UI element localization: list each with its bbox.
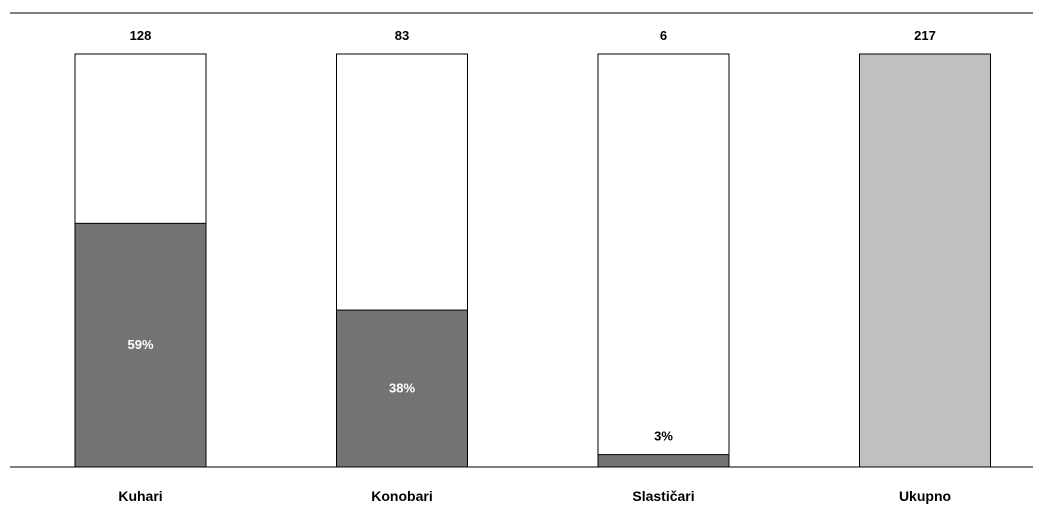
total-label: 128: [130, 28, 152, 43]
category-label: Ukupno: [899, 488, 951, 504]
total-label: 6: [660, 28, 667, 43]
total-label: 217: [914, 28, 936, 43]
bar-background: [597, 53, 730, 468]
category-label: Slastičari: [632, 488, 694, 504]
share-label: 3%: [654, 429, 673, 444]
share-segment: [74, 222, 207, 468]
share-label: 59%: [127, 337, 153, 352]
share-label: 38%: [389, 381, 415, 396]
category-label: Konobari: [371, 488, 432, 504]
total-bar: [859, 53, 991, 468]
bars-layer: 59% 128 Kuhari 38% 83 Konobari 3% 6 Slastičari 21…: [74, 28, 991, 504]
total-label: 83: [395, 28, 409, 43]
category-label: Kuhari: [118, 488, 162, 504]
share-segment: [336, 309, 468, 468]
share-segment: [597, 454, 730, 468]
